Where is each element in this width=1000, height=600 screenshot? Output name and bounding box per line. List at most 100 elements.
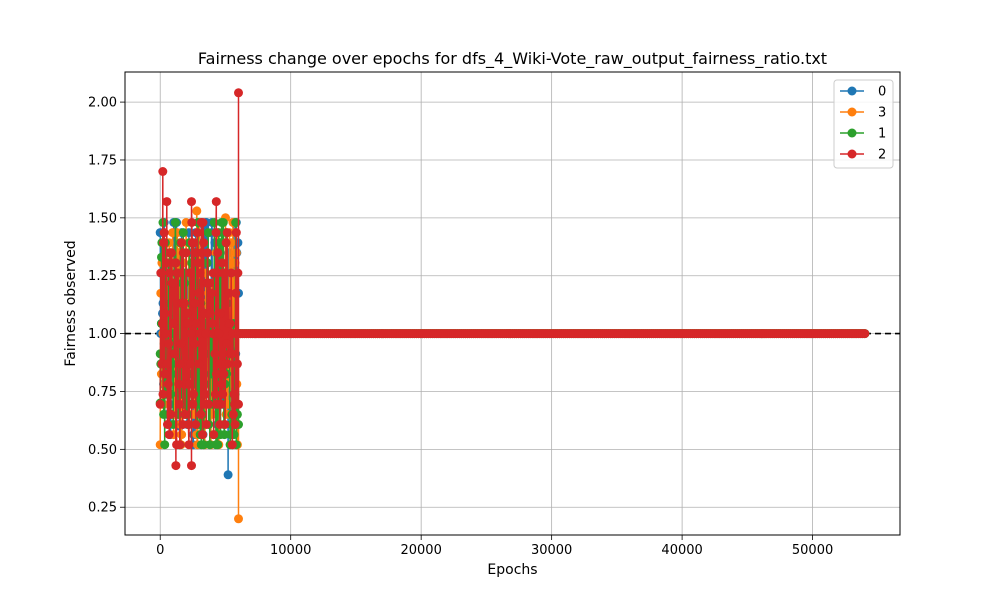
data-point [214, 329, 224, 339]
data-point [222, 228, 232, 238]
data-point [192, 206, 202, 216]
data-point [218, 218, 228, 227]
data-point [183, 420, 193, 429]
y-axis-label: Fairness observed [63, 240, 79, 366]
data-point [170, 218, 180, 227]
data-point [158, 389, 168, 399]
legend-item-3: 3 [840, 106, 886, 121]
legend-marker [847, 86, 857, 96]
data-point [175, 440, 185, 450]
data-point [230, 420, 240, 429]
data-point [185, 268, 195, 278]
data-point [177, 238, 187, 248]
data-point [163, 420, 172, 429]
data-point [194, 288, 203, 298]
data-point [181, 248, 191, 258]
y-tick-label: 2.00 [88, 96, 117, 111]
data-point [160, 369, 170, 379]
x-tick-label: 40000 [661, 543, 702, 558]
data-point [164, 339, 174, 349]
data-point [223, 359, 233, 369]
data-point [192, 228, 202, 238]
data-point [166, 409, 176, 419]
data-point [234, 514, 243, 524]
data-point [227, 440, 237, 450]
data-point [193, 258, 203, 268]
data-point [221, 238, 231, 248]
data-point [211, 197, 221, 207]
data-point [187, 218, 197, 227]
data-point [222, 339, 232, 349]
x-tick-label: 20000 [400, 543, 441, 558]
data-point [213, 248, 223, 258]
y-tick-label: 1.50 [88, 211, 117, 226]
data-point [184, 440, 194, 450]
legend-marker [847, 128, 857, 138]
data-point [219, 430, 229, 440]
data-point [210, 349, 220, 359]
data-point [203, 228, 213, 238]
data-point [231, 288, 241, 298]
data-point [196, 409, 206, 419]
y-tick-label: 0.25 [88, 501, 117, 516]
data-point [217, 258, 227, 268]
data-point [234, 399, 243, 409]
data-point [162, 359, 172, 369]
data-point [205, 440, 215, 450]
data-point [190, 339, 200, 349]
data-point [217, 379, 227, 389]
data-point [179, 298, 189, 308]
legend-item-0: 0 [840, 85, 886, 100]
data-point [187, 197, 196, 207]
legend-label: 1 [878, 127, 886, 142]
data-point [176, 339, 186, 349]
data-point [219, 369, 229, 379]
legend: 0 3 1 2 [833, 79, 894, 169]
data-point [200, 389, 210, 399]
data-point [224, 288, 234, 298]
y-tick-label: 0.50 [88, 443, 117, 458]
data-point [226, 268, 236, 278]
data-point [178, 228, 188, 238]
data-point [160, 308, 170, 318]
data-point [219, 268, 229, 278]
data-point [174, 399, 184, 409]
data-point [207, 319, 217, 328]
data-point [187, 461, 196, 471]
legend-item-1: 1 [840, 127, 886, 142]
data-point [228, 409, 238, 419]
data-point [182, 308, 192, 318]
data-point [218, 389, 228, 399]
data-point [159, 228, 169, 238]
data-point [223, 470, 233, 480]
data-point [201, 329, 211, 339]
y-tick-label: 1.25 [88, 269, 117, 284]
data-point [162, 197, 172, 207]
data-point [191, 420, 201, 429]
data-point [232, 359, 242, 369]
data-point [213, 440, 223, 450]
data-point [229, 430, 239, 440]
y-tick-label: 1.75 [88, 153, 117, 168]
chart-title: Fairness change over epochs for dfs_4_Wi… [198, 49, 827, 69]
data-point [204, 399, 214, 409]
data-point [860, 329, 870, 339]
data-point [180, 409, 190, 419]
legend-marker [847, 107, 857, 117]
data-point [168, 319, 178, 328]
data-point [209, 430, 219, 440]
data-point [234, 88, 243, 98]
data-point [194, 359, 204, 369]
data-point [165, 268, 175, 278]
data-point [167, 248, 176, 258]
data-point [163, 379, 173, 389]
data-point [158, 167, 168, 176]
data-point [161, 258, 171, 268]
data-point [188, 399, 198, 409]
data-point [191, 319, 201, 328]
data-point [205, 308, 215, 318]
data-point [233, 268, 243, 278]
data-point [190, 298, 200, 308]
data-point [186, 329, 196, 339]
